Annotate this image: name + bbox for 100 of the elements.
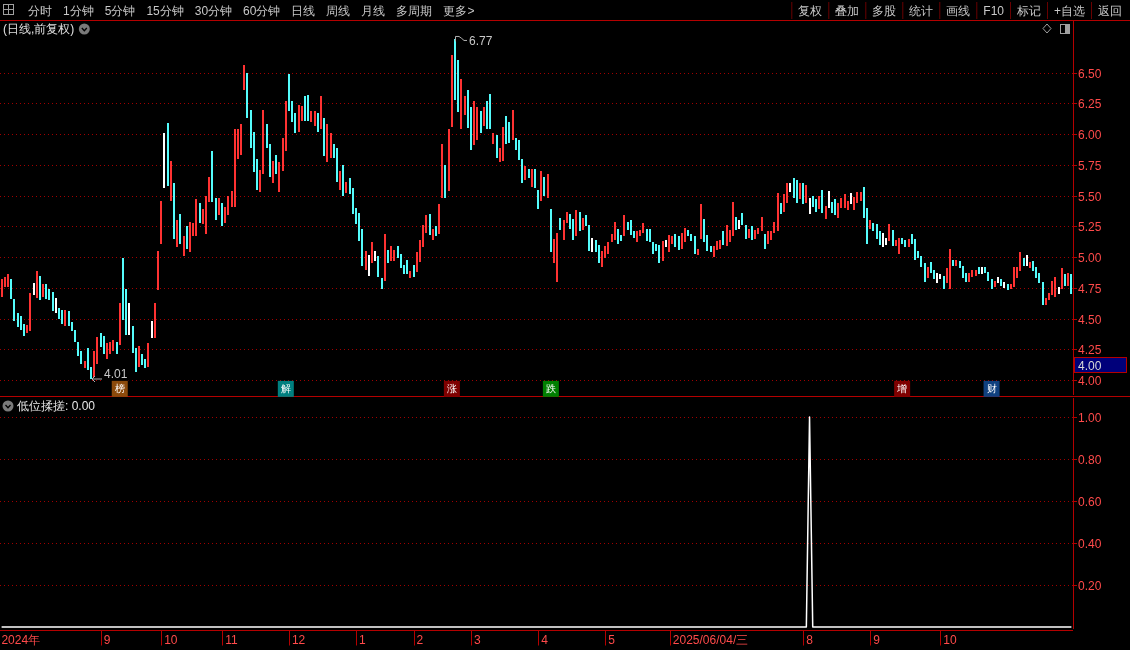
bar [658,244,660,264]
bar [429,214,431,236]
bar [914,238,916,260]
bar [39,275,41,301]
bar [330,132,332,158]
bar [68,311,70,327]
bar [726,225,728,247]
xtick: 10 [164,632,178,647]
toolbar-item: 5分钟 [104,4,136,18]
xtick: 11 [225,632,238,647]
ytick: 0.20 [1078,579,1102,593]
bar [789,183,791,193]
bar [582,217,584,231]
bar [189,221,191,253]
bar [84,360,86,368]
bar [116,342,118,355]
ytick: 6.50 [1078,67,1102,81]
bar [936,273,938,284]
bar [310,110,312,122]
bar [179,214,181,244]
bar [480,110,482,133]
bar [719,239,721,249]
bar [825,205,827,220]
bar [154,302,156,339]
bar [199,203,201,223]
bar [234,129,236,207]
xtick: 5 [608,632,615,647]
bar [272,161,274,184]
bar [323,118,325,157]
bar [151,321,153,339]
bar [314,110,316,126]
bar [697,248,699,255]
bar [413,264,415,277]
toolbar-item: F10 [983,4,1004,18]
bar [767,231,769,244]
bar [904,239,906,248]
ytick: 4.00 [1078,374,1102,388]
bar [831,201,833,213]
bar [36,270,38,298]
bar [901,237,903,244]
bar [157,251,159,291]
xtick: 9 [103,632,111,647]
bar [665,239,667,248]
xtick: 2 [416,632,424,647]
annotation: 4.00 [1078,358,1102,373]
toolbar-item: 多股 [872,4,897,18]
bar [636,231,638,243]
bar [761,216,763,232]
bar [17,312,19,328]
bar [112,339,114,351]
toolbar-item: 统计 [909,4,934,18]
ytick: 1.00 [1078,411,1102,425]
bar [780,203,782,215]
bar [160,200,162,244]
bar [492,132,494,145]
value-label: 4.01 [104,367,128,381]
bar [377,255,379,277]
bar [1042,281,1044,306]
bar [1045,297,1047,306]
bar [575,210,577,237]
bar [512,109,514,141]
bar [368,254,370,276]
bar [735,216,737,231]
toolbar-item: +自选 [1054,4,1085,18]
toolbar-item: 画线 [946,4,971,18]
bar [141,354,143,366]
bar [221,203,223,227]
bar [898,237,900,254]
toolbar-item: 30分钟 [194,4,233,18]
bar [722,231,724,245]
bar [365,251,367,270]
point-label: 增 [897,383,908,395]
bar [119,302,121,345]
xtick: 2024年 [1,632,41,647]
ytick: 0.60 [1078,495,1102,509]
bar [537,189,539,210]
bar [103,335,105,355]
ytick: 6.00 [1078,128,1102,142]
bar [147,343,149,367]
toolbar-item: 15分钟 [146,4,184,18]
bar [211,151,213,202]
toolbar-item: 叠加 [835,4,860,18]
ytick: 4.50 [1078,313,1102,327]
bar [710,246,712,253]
bar [543,177,545,196]
bar [473,100,475,146]
bar [167,123,169,186]
bar [821,189,823,213]
toolbar-item: 返回 [1098,4,1122,18]
bar [853,196,855,211]
bar [888,223,890,242]
bar [218,198,220,216]
bar [547,173,549,199]
bar [489,93,491,130]
bar [828,190,830,208]
bar [371,242,373,264]
bar [630,220,632,236]
bar [460,78,462,130]
bar [173,183,175,239]
bar [962,265,964,279]
